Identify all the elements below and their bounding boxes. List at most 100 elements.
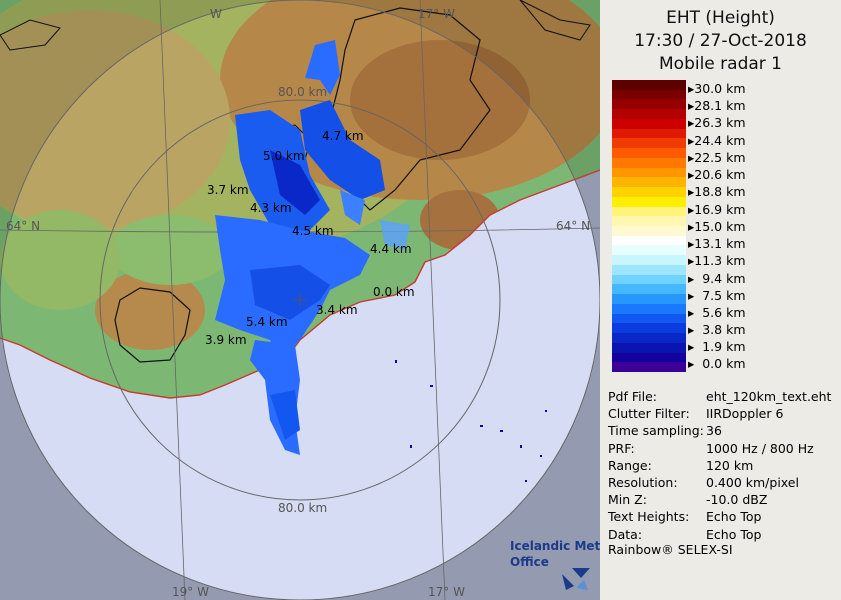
product-title: EHT (Height) [666, 8, 775, 28]
echo-top-label: 0.0 km [373, 285, 415, 299]
lon-label-top-right: 17° W [418, 7, 455, 21]
legend-label: ▸ 1.9 km [688, 339, 746, 354]
info-value: eht_120km_text.eht [706, 389, 832, 404]
info-key: Text Heights: [608, 509, 690, 525]
info-key: Time sampling: [608, 423, 704, 439]
legend-label: ▸ 7.5 km [688, 288, 746, 303]
legend-color-band [612, 148, 686, 159]
info-value: -10.0 dBZ [706, 492, 768, 508]
info-row: Min Z: -10.0 dBZ [608, 492, 838, 508]
radar-name: Mobile radar 1 [659, 54, 782, 74]
lon-label-bottom-left: 19° W [172, 585, 209, 599]
out-of-range-shade [0, 0, 600, 600]
legend-label: ▸18.8 km [688, 184, 746, 199]
info-key: Resolution: [608, 475, 678, 490]
legend-color-band [612, 128, 686, 139]
legend-color-band [612, 284, 686, 295]
legend-color-band [612, 303, 686, 315]
info-value: Echo Top [706, 509, 762, 525]
lon-label-top-left: W [210, 7, 222, 21]
legend-label: ▸11.3 km [688, 253, 746, 268]
legend-color-band [612, 362, 686, 373]
range-ring-label-bottom: 80.0 km [278, 501, 327, 515]
glacier-outline-nw [0, 19, 61, 51]
echo-top-label: 5.0 km [263, 149, 305, 163]
legend-label: ▸ 0.0 km [688, 356, 746, 371]
color-legend [612, 80, 686, 373]
product-datetime: 17:30 / 27-Oct-2018 [634, 31, 807, 51]
legend-color-band [612, 167, 686, 178]
legend-label: ▸16.9 km [688, 202, 746, 217]
echo-top-label: 4.7 km [322, 129, 364, 143]
info-value: IIRDoppler 6 [706, 406, 784, 422]
glacier-outline-vatnajokull [329, 7, 491, 211]
info-row: Pdf File: eht_120km_text.eht [608, 389, 838, 405]
info-value: Echo Top [706, 526, 762, 542]
info-row: Resolution: 0.400 km/pixel [608, 475, 838, 491]
info-row: Text Heights: Echo Top [608, 509, 838, 525]
info-value: 120 km [706, 457, 754, 473]
legend-label: ▸26.3 km [688, 115, 746, 130]
legend-color-band [612, 157, 686, 169]
echo-top-label: 5.4 km [246, 315, 288, 329]
software-credit: Rainbow® SELEX-SI [608, 542, 733, 557]
legend-color-band [612, 138, 686, 149]
info-row: PRF: 1000 Hz / 800 Hz [608, 441, 838, 457]
info-value: 36 [706, 423, 722, 439]
legend-color-band [612, 255, 686, 266]
info-row: Time sampling: 36 [608, 423, 838, 439]
echo-top-label: 3.9 km [205, 333, 247, 347]
radar-map-svg: W 17° W 64° N 64° N 19° W 17° W 80.0 km … [0, 0, 600, 600]
glacier-outline-ne [519, 0, 591, 41]
imo-logo-text-line2: Office [510, 555, 549, 569]
info-value: 0.400 km/pixel [706, 475, 799, 490]
legend-label: ▸ 5.6 km [688, 305, 746, 320]
legend-color-band [612, 342, 686, 354]
radar-echoes [215, 40, 547, 482]
legend-color-band [612, 216, 686, 227]
info-key: Min Z: [608, 492, 647, 508]
legend-color-band [612, 274, 686, 285]
info-key: Data: [608, 526, 643, 542]
lat-label-left: 64° N [6, 219, 40, 233]
legend-color-band [612, 118, 686, 130]
legend-color-band [612, 264, 686, 276]
legend-color-band [612, 294, 686, 305]
info-key: Pdf File: [608, 389, 657, 404]
coastline [0, 169, 600, 399]
imo-logo-icon [562, 568, 590, 590]
radar-site-marker [293, 293, 307, 307]
legend-color-band [612, 177, 686, 188]
legend-color-band [612, 187, 686, 198]
legend-label: ▸30.0 km [688, 81, 746, 96]
legend-label: ▸15.0 km [688, 219, 746, 234]
echo-top-label: 4.4 km [370, 242, 412, 256]
legend-label: ▸ 9.4 km [688, 271, 746, 286]
legend-color-band [612, 196, 686, 208]
legend-color-band [612, 89, 686, 100]
glacier-outline-myrdalsjokull [114, 287, 191, 363]
info-key: Range: [608, 457, 652, 473]
info-value: 1000 Hz / 800 Hz [706, 440, 814, 456]
range-ring-80km [99, 99, 501, 501]
echo-top-label: 4.3 km [250, 201, 292, 215]
echo-top-label: 3.4 km [316, 303, 358, 317]
legend-label: ▸ 3.8 km [688, 322, 746, 337]
imo-logo-text-line1: Icelandic Met [510, 539, 600, 553]
lat-label-right: 64° N [556, 219, 590, 233]
info-key: PRF: [608, 440, 635, 456]
legend-label: ▸13.1 km [688, 236, 746, 251]
legend-color-band [612, 109, 686, 120]
lon-label-bottom-right: 17° W [428, 585, 465, 599]
radar-map[interactable]: W 17° W 64° N 64° N 19° W 17° W 80.0 km … [0, 0, 600, 600]
legend-color-band [612, 313, 686, 324]
info-row: Range: 120 km [608, 458, 838, 474]
legend-color-band [612, 226, 686, 237]
info-key: Clutter Filter: [608, 406, 690, 422]
info-row: Data: Echo Top [608, 527, 838, 543]
legend-color-band [612, 245, 686, 256]
legend-color-band [612, 206, 686, 217]
info-panel: EHT (Height) 17:30 / 27-Oct-2018 Mobile … [600, 0, 841, 600]
echo-top-label: 4.5 km [292, 224, 334, 238]
legend-color-band [612, 333, 686, 344]
